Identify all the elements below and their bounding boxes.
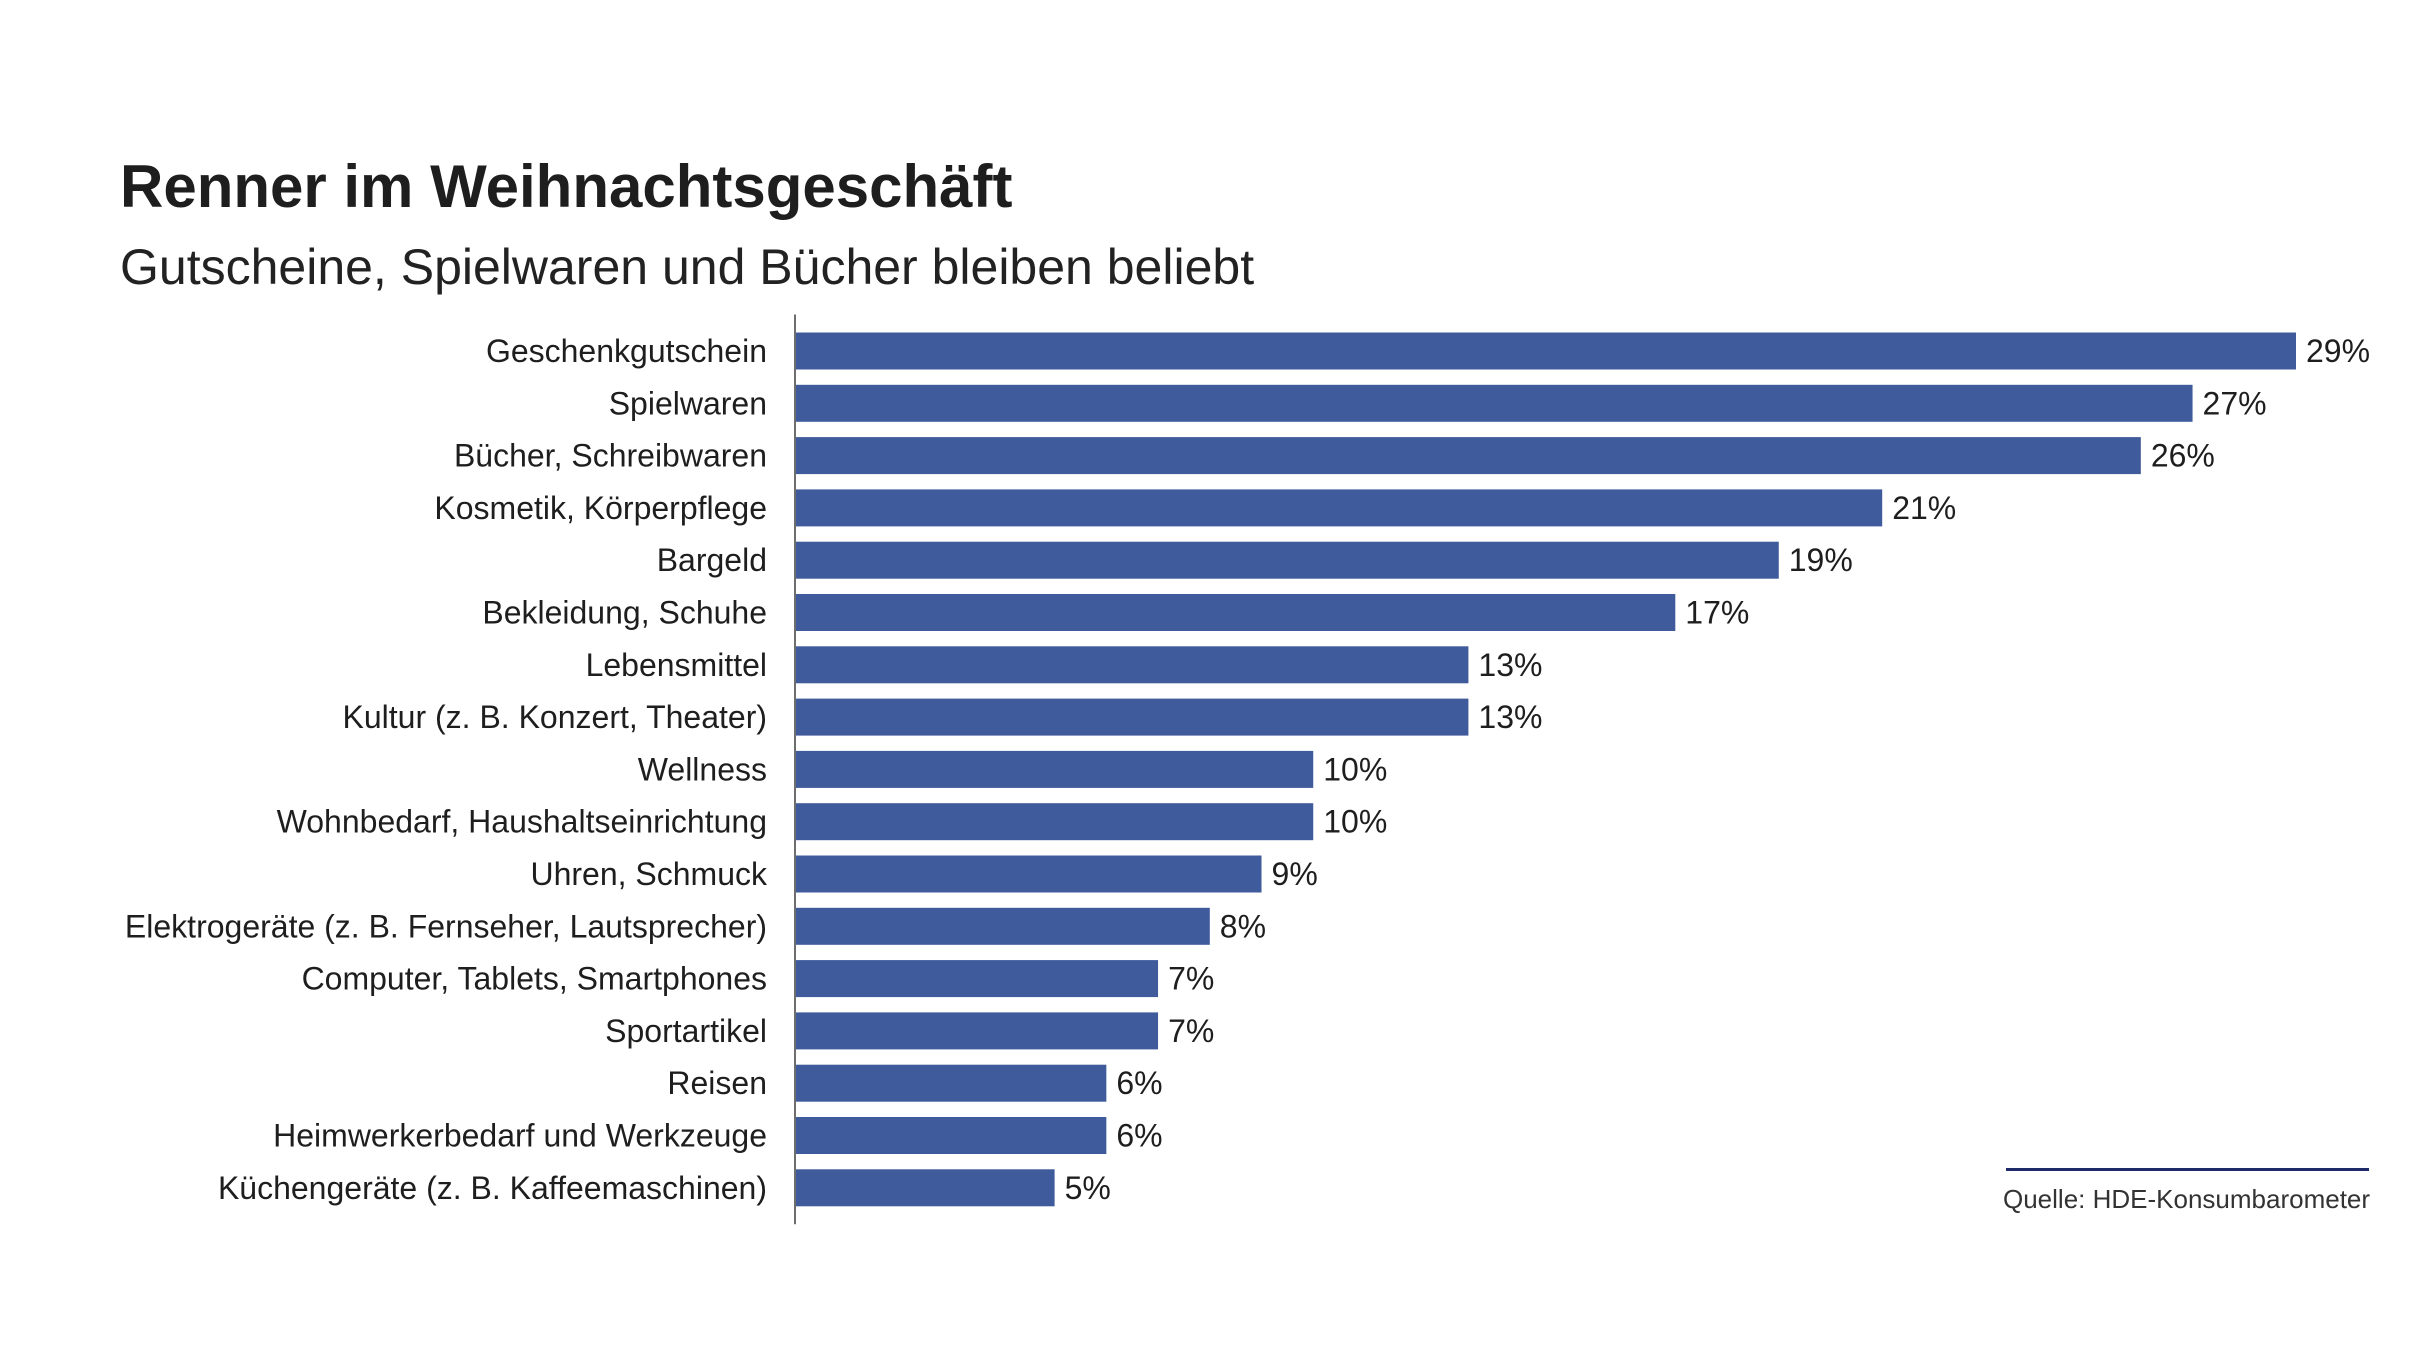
bar xyxy=(796,803,1314,841)
bar xyxy=(796,1012,1159,1050)
data-label: 7% xyxy=(1168,1013,1214,1049)
bar xyxy=(796,1064,1107,1102)
category-label: Lebensmittel xyxy=(586,647,767,683)
chart-subtitle: Gutscheine, Spielwaren und Bücher bleibe… xyxy=(120,239,1255,295)
bar xyxy=(796,437,2141,475)
bar xyxy=(796,698,1469,736)
category-label: Küchengeräte (z. B. Kaffeemaschinen) xyxy=(218,1170,767,1206)
data-label: 8% xyxy=(1220,908,1266,944)
bar xyxy=(796,1117,1107,1154)
data-label: 17% xyxy=(1685,595,1749,631)
category-label: Bekleidung, Schuhe xyxy=(482,595,767,631)
category-label: Spielwaren xyxy=(609,385,767,421)
bar xyxy=(796,489,1883,527)
category-label: Bücher, Schreibwaren xyxy=(454,438,767,474)
data-label: 21% xyxy=(1892,490,1956,526)
bar xyxy=(796,960,1159,998)
category-label: Kosmetik, Körperpflege xyxy=(434,490,767,526)
bar xyxy=(796,855,1262,893)
category-label: Bargeld xyxy=(657,542,767,578)
data-label: 13% xyxy=(1478,699,1542,735)
bar xyxy=(796,907,1210,945)
data-label: 27% xyxy=(2203,385,2267,421)
data-label: 9% xyxy=(1272,856,1318,892)
category-label: Heimwerkerbedarf und Werkzeuge xyxy=(273,1118,767,1154)
data-label: 10% xyxy=(1323,751,1387,787)
bar xyxy=(796,541,1779,579)
category-label: Wohnbedarf, Haushaltseinrichtung xyxy=(277,804,767,840)
data-label: 13% xyxy=(1478,647,1542,683)
data-label: 19% xyxy=(1789,542,1853,578)
bar xyxy=(796,750,1314,788)
source-note: Quelle: HDE-Konsumbarometer xyxy=(2003,1184,2371,1214)
category-label: Reisen xyxy=(667,1065,767,1101)
category-label: Sportartikel xyxy=(605,1013,767,1049)
bar xyxy=(796,594,1676,631)
data-label: 6% xyxy=(1116,1065,1162,1101)
category-label: Elektrogeräte (z. B. Fernseher, Lautspre… xyxy=(125,908,767,944)
data-label: 29% xyxy=(2306,333,2370,369)
category-label: Kultur (z. B. Konzert, Theater) xyxy=(343,699,767,735)
category-label: Geschenkgutschein xyxy=(486,333,767,369)
chart-title: Renner im Weihnachtsgeschäft xyxy=(120,153,1013,220)
data-label: 7% xyxy=(1168,961,1214,997)
bar xyxy=(796,1169,1055,1207)
data-label: 5% xyxy=(1065,1170,1111,1206)
category-label: Uhren, Schmuck xyxy=(530,856,768,892)
bar xyxy=(796,646,1469,684)
category-label: Computer, Tablets, Smartphones xyxy=(302,961,767,997)
category-label: Wellness xyxy=(638,751,767,787)
bar xyxy=(796,384,2193,422)
source-divider xyxy=(2006,1168,2369,1171)
data-label: 10% xyxy=(1323,804,1387,840)
data-label: 6% xyxy=(1116,1118,1162,1154)
data-label: 26% xyxy=(2151,438,2215,474)
bar xyxy=(796,332,2296,370)
